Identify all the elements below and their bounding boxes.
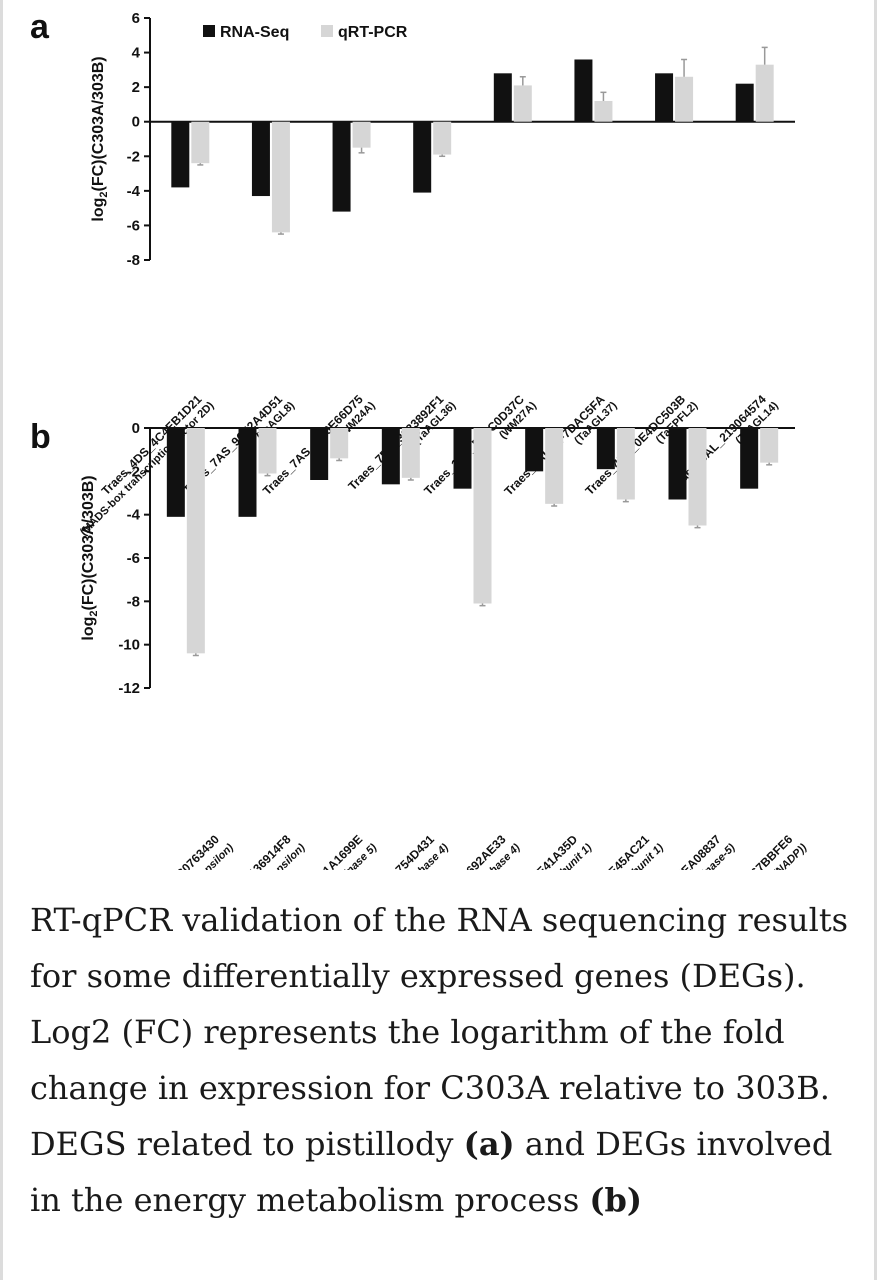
y-tick-label: -4 xyxy=(127,183,141,200)
y-tick-label: -8 xyxy=(127,593,140,610)
bar-qrt-pcr xyxy=(271,121,290,233)
bar-qrt-pcr xyxy=(594,100,613,122)
panel-b: 0-2-4-6-8-10-12log2(FC)(C303A/303B)Traes… xyxy=(80,420,810,870)
y-tick-label: -10 xyxy=(118,637,140,654)
bar-qrt-pcr xyxy=(433,121,452,155)
bar-qrt-pcr xyxy=(330,428,349,459)
y-tick-label: -4 xyxy=(127,507,141,524)
y-tick-label: 0 xyxy=(132,114,140,131)
y-tick-label: -8 xyxy=(127,252,140,269)
y-axis-label: log2(FC)(C303A/303B) xyxy=(80,475,100,640)
bar-qrt-pcr xyxy=(473,428,492,604)
y-tick-label: -2 xyxy=(127,463,140,480)
bar-rna-seq xyxy=(381,428,400,485)
caption-text: RT-qPCR validation of the RNA sequencing… xyxy=(30,901,849,1163)
bar-rna-seq xyxy=(735,83,754,122)
bar-qrt-pcr xyxy=(191,121,210,164)
bar-rna-seq xyxy=(171,121,190,188)
y-axis-label: log2(FC)(C303A/303B) xyxy=(90,56,110,221)
right-border xyxy=(874,0,877,1280)
bar-rna-seq xyxy=(251,121,270,197)
left-border xyxy=(0,0,3,1280)
y-tick-label: -12 xyxy=(118,680,140,697)
legend-label-rna-seq: RNA-Seq xyxy=(220,24,289,41)
figure-canvas: 6420-2-4-6-8log2(FC)(C303A/303B)Traes_4D… xyxy=(78,10,810,870)
bar-rna-seq xyxy=(413,121,432,193)
bar-qrt-pcr xyxy=(688,428,707,526)
panel-letter-b: b xyxy=(30,418,51,456)
legend-swatch-rna-seq xyxy=(203,25,215,37)
bar-qrt-pcr xyxy=(760,428,779,463)
bar-qrt-pcr xyxy=(675,76,694,122)
bar-rna-seq xyxy=(525,428,544,472)
y-tick-label: 6 xyxy=(132,10,140,27)
y-tick-label: -6 xyxy=(127,217,140,234)
y-tick-label: 0 xyxy=(132,420,140,437)
bar-qrt-pcr xyxy=(352,121,371,148)
bar-qrt-pcr xyxy=(513,85,532,122)
y-tick-label: 2 xyxy=(132,79,140,96)
caption-middle: and DEGs involved in the energy metaboli… xyxy=(30,1125,833,1219)
bar-qrt-pcr xyxy=(755,64,774,122)
caption-bold-b: (b) xyxy=(589,1181,643,1219)
bar-rna-seq xyxy=(166,428,185,517)
legend-swatch-qrt-pcr xyxy=(321,25,333,37)
bar-qrt-pcr xyxy=(258,428,277,474)
bar-rna-seq xyxy=(332,121,351,212)
bar-rna-seq xyxy=(668,428,687,500)
legend-label-qrt-pcr: qRT-PCR xyxy=(338,24,408,41)
bar-rna-seq xyxy=(453,428,472,489)
y-tick-label: -6 xyxy=(127,550,140,567)
panel-a: 6420-2-4-6-8log2(FC)(C303A/303B)Traes_4D… xyxy=(78,10,795,538)
bar-rna-seq xyxy=(740,428,759,489)
bar-rna-seq xyxy=(310,428,329,480)
bar-rna-seq xyxy=(655,73,674,122)
caption-bold-a: (a) xyxy=(463,1125,515,1163)
bar-rna-seq xyxy=(574,59,593,122)
figure-caption: RT-qPCR validation of the RNA sequencing… xyxy=(30,892,860,1228)
bar-rna-seq xyxy=(238,428,257,517)
y-tick-label: 4 xyxy=(132,45,141,62)
bar-qrt-pcr xyxy=(186,428,205,654)
y-tick-label: -2 xyxy=(127,148,140,165)
bar-rna-seq xyxy=(596,428,615,470)
panel-letter-a: a xyxy=(30,8,49,46)
bar-qrt-pcr xyxy=(545,428,564,504)
bar-qrt-pcr xyxy=(616,428,635,500)
bar-rna-seq xyxy=(493,73,512,122)
bar-qrt-pcr xyxy=(401,428,420,478)
